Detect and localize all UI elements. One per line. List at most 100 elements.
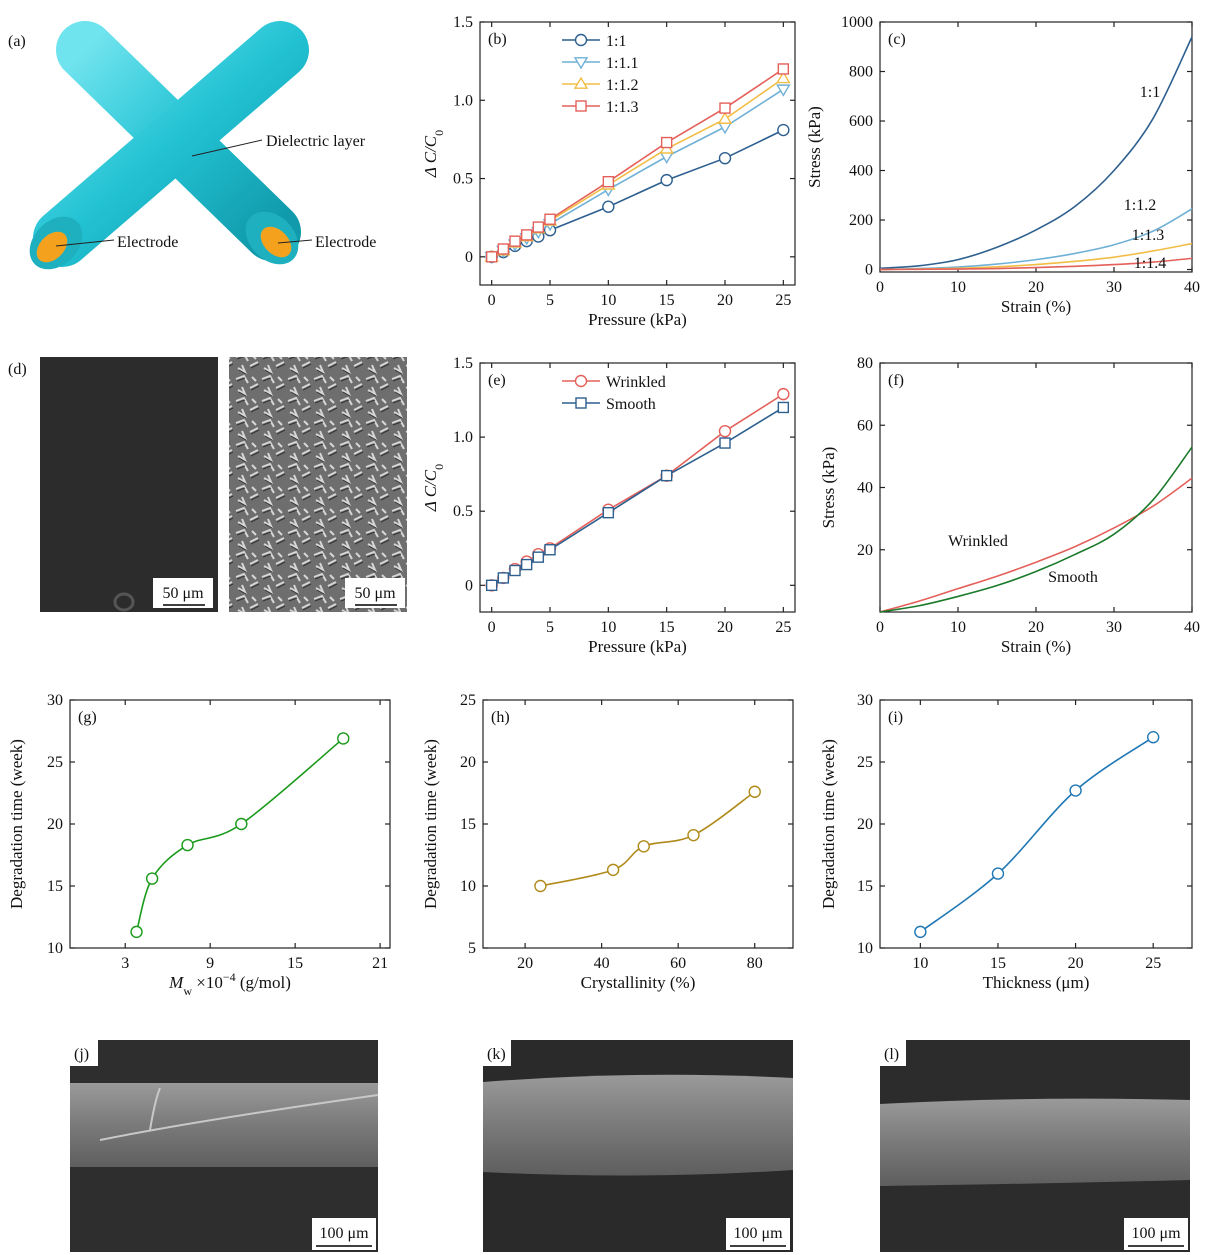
label-part: w (183, 984, 192, 998)
y-tick-label: 0.5 (453, 503, 473, 520)
y-tick-label: 15 (460, 816, 476, 833)
series-line (491, 68, 784, 258)
y-tick-label: 15 (857, 878, 873, 895)
annotation: Electrode (315, 234, 376, 251)
marker (660, 173, 673, 187)
scale-bar-label: 50 μm (354, 585, 396, 602)
y-tick-label: 25 (460, 692, 476, 709)
x-tick-label: 0 (876, 619, 884, 636)
y-axis-label: Degradation time (week) (819, 739, 838, 909)
label-box (483, 1040, 511, 1066)
label-part: −4 (223, 970, 236, 984)
series-line (879, 477, 1193, 613)
marker (777, 401, 790, 414)
x-tick-label: 25 (775, 619, 791, 636)
curve-label: 1:1.2 (1124, 197, 1156, 214)
y-tick-label: 1.0 (453, 92, 473, 109)
plot-frame (479, 21, 796, 286)
label-part: Δ C/C (421, 469, 440, 512)
x-tick-label: 3 (121, 955, 129, 972)
fiber-band (880, 1098, 1190, 1186)
y-tick-label: 20 (47, 816, 63, 833)
marker (748, 785, 761, 798)
y-tick-label: 400 (849, 163, 873, 180)
legend-label: Smooth (606, 396, 656, 413)
marker (687, 828, 700, 842)
panel-k: (k) 100 μm (483, 1040, 793, 1252)
marker (532, 551, 545, 563)
annotation: Electrode (117, 234, 178, 251)
y-tick-label: 15 (47, 878, 63, 895)
scale-bar-label: 100 μm (319, 1225, 369, 1242)
x-tick-label: 0 (488, 619, 496, 636)
x-tick-label: 25 (1145, 955, 1161, 972)
panel-d: (d) 50 μm 50 μm (8, 357, 407, 612)
series-line (879, 257, 1193, 271)
y-tick-label: 20 (460, 754, 476, 771)
marker (776, 70, 791, 84)
y-tick-label: 80 (857, 355, 873, 372)
marker (719, 437, 731, 449)
marker (602, 200, 615, 213)
x-tick-label: 10 (950, 619, 966, 636)
label-part: Δ C/C (421, 135, 440, 178)
marker (497, 572, 510, 584)
x-tick-label: 5 (546, 292, 554, 309)
y-tick-label: 1.5 (453, 355, 473, 372)
marker (777, 123, 790, 137)
marker (573, 76, 589, 89)
x-tick-label: 25 (775, 292, 791, 309)
marker (777, 63, 790, 75)
marker (573, 57, 589, 70)
y-axis-label: Δ C/C0 (421, 464, 446, 512)
x-tick-label: 15 (659, 619, 675, 636)
curve-label: 1:1 (1140, 84, 1160, 101)
marker (235, 817, 248, 831)
x-tick-label: 21 (372, 955, 388, 972)
y-tick-label: 600 (849, 113, 873, 130)
plot-frame (482, 699, 794, 949)
curve-label: 1:1.3 (1132, 227, 1164, 244)
fit-curve (135, 737, 344, 933)
label-part: M (168, 973, 184, 992)
x-tick-label: 10 (912, 955, 928, 972)
x-tick-label: 60 (670, 955, 686, 972)
marker (718, 424, 732, 438)
fiber (33, 21, 309, 267)
curve-label: Wrinkled (948, 533, 1008, 550)
marker (606, 863, 620, 877)
y-tick-label: 30 (47, 692, 63, 709)
panel-label: (k) (487, 1046, 506, 1063)
fiber-band (70, 1083, 378, 1167)
marker (660, 136, 673, 149)
y-tick-label: 200 (849, 212, 873, 229)
sem-feature (113, 592, 135, 612)
scale-bar-label: 100 μm (1131, 1225, 1181, 1242)
plot-frame (879, 362, 1193, 613)
marker (1069, 784, 1082, 797)
legend-label: Wrinkled (606, 374, 666, 391)
marker (534, 879, 547, 893)
panel-label: (l) (884, 1046, 899, 1063)
panel-label: (c) (888, 31, 906, 48)
marker (337, 732, 350, 745)
y-tick-label: 25 (47, 754, 63, 771)
marker (485, 251, 498, 263)
x-tick-label: 20 (717, 292, 733, 309)
fit-curve (540, 791, 756, 887)
panel-j: (j) 100 μm (70, 1040, 379, 1252)
marker (532, 221, 545, 233)
marker (497, 243, 510, 255)
marker (485, 579, 498, 592)
label-box (880, 1040, 906, 1066)
x-tick-label: 40 (594, 955, 610, 972)
y-tick-label: 1.0 (453, 429, 473, 446)
marker (660, 469, 673, 482)
x-tick-label: 5 (546, 619, 554, 636)
leader (277, 239, 313, 244)
y-axis-label: Δ C/C0 (421, 130, 446, 178)
y-tick-label: 800 (849, 64, 873, 81)
legend-label: 1:1.1 (606, 55, 638, 72)
marker (1146, 731, 1160, 744)
y-tick-label: 60 (857, 417, 873, 434)
